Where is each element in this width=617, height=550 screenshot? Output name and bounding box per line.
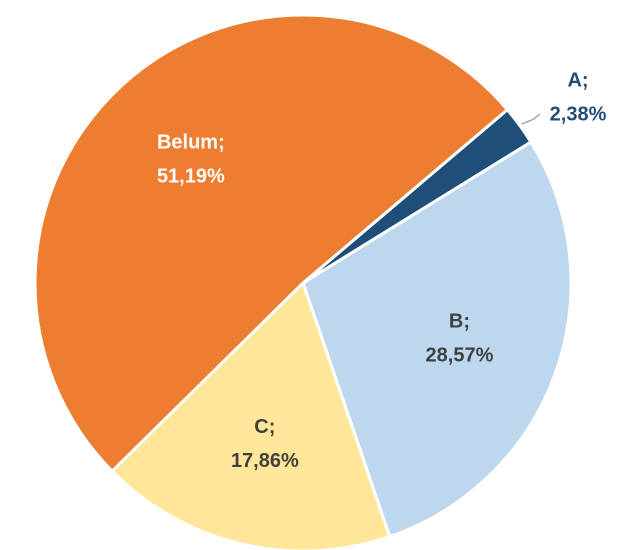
slice-label: C; [254,416,275,438]
value-label: 51,19% [157,166,225,188]
leader-line [521,113,541,125]
pie-slice [110,280,392,550]
pie-slice [33,13,510,474]
value-label: 17,86% [231,450,299,472]
value-label: 28,57% [426,344,494,366]
value-label: 2,38% [550,103,607,125]
slice-label: B; [449,310,470,332]
pie-slice [301,139,573,539]
slice-label: Belum; [157,132,225,154]
slice-label: A; [567,69,588,91]
